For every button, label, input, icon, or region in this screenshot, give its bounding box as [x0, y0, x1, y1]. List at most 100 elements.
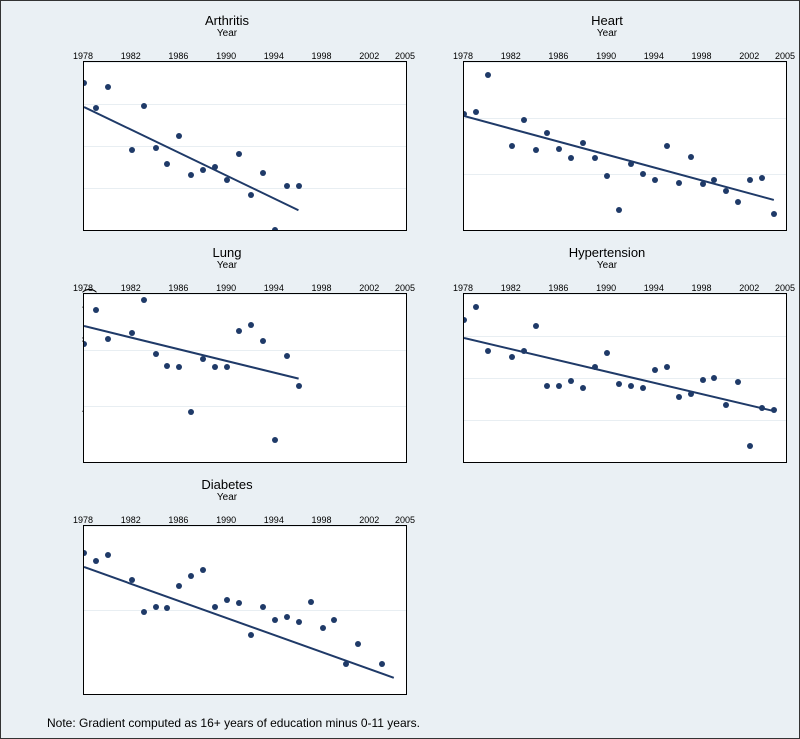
data-point	[248, 192, 254, 198]
panel-title: Diabetes	[43, 475, 411, 492]
x-tick-label: 1986	[168, 283, 188, 293]
data-point	[224, 364, 230, 370]
y-tick-label: -20	[83, 183, 84, 194]
data-point	[759, 405, 765, 411]
x-tick-label: 1990	[596, 51, 616, 61]
data-point	[771, 407, 777, 413]
data-point	[355, 641, 361, 647]
data-point	[485, 72, 491, 78]
data-point	[296, 619, 302, 625]
y-tick-label: -5	[83, 61, 84, 68]
data-point	[723, 188, 729, 194]
y-tick-label: -10	[83, 689, 84, 696]
x-tick-label: 1990	[216, 51, 236, 61]
data-point	[652, 367, 658, 373]
data-point	[83, 80, 87, 86]
data-point	[272, 617, 278, 623]
data-point	[533, 323, 539, 329]
data-point	[604, 173, 610, 179]
data-point	[176, 133, 182, 139]
x-tick-label: 1998	[312, 51, 332, 61]
data-point	[759, 175, 765, 181]
x-tick-label: 1994	[264, 283, 284, 293]
plot-area: -25-20-15-10-5	[83, 61, 407, 231]
data-point	[153, 604, 159, 610]
data-point	[556, 146, 562, 152]
y-tick-label: 0	[463, 61, 464, 68]
x-tick-label: 1978	[73, 283, 93, 293]
data-point	[188, 409, 194, 415]
data-point	[604, 350, 610, 356]
data-point	[509, 143, 515, 149]
x-tick-label: 1982	[501, 283, 521, 293]
x-axis-label: Year	[43, 492, 411, 503]
data-point	[212, 364, 218, 370]
x-tick-label: 2005	[775, 51, 795, 61]
data-point	[164, 363, 170, 369]
y-tick-label: 0	[83, 525, 84, 532]
panel-title: Lung	[43, 243, 411, 260]
data-point	[592, 155, 598, 161]
data-point	[200, 567, 206, 573]
x-tick-label: 1978	[453, 51, 473, 61]
y-tick-label: -5	[463, 293, 464, 300]
data-point	[260, 604, 266, 610]
data-point	[284, 183, 290, 189]
data-point	[700, 181, 706, 187]
x-tick-label: 1998	[692, 51, 712, 61]
trend-line	[84, 106, 300, 211]
data-point	[212, 604, 218, 610]
data-point	[153, 351, 159, 357]
data-point	[105, 336, 111, 342]
y-tick-label: -20	[463, 415, 464, 426]
x-tick-label: 1994	[644, 51, 664, 61]
data-point	[320, 625, 326, 631]
panel-title: Arthritis	[43, 11, 411, 28]
data-point	[83, 550, 87, 556]
figure: Prevalence Gradient (%) ArthritisYear197…	[0, 0, 800, 739]
data-point	[616, 381, 622, 387]
data-point	[556, 383, 562, 389]
data-point	[248, 632, 254, 638]
data-point	[176, 583, 182, 589]
data-point	[272, 227, 278, 231]
data-point	[521, 348, 527, 354]
data-point	[272, 437, 278, 443]
data-point	[533, 147, 539, 153]
data-point	[236, 600, 242, 606]
data-point	[248, 322, 254, 328]
x-axis-label: Year	[43, 28, 411, 39]
data-point	[343, 661, 349, 667]
panel-grid: ArthritisYear197819821986199019941998200…	[43, 11, 791, 701]
data-point	[260, 170, 266, 176]
x-tick-label: 1990	[216, 515, 236, 525]
data-point	[105, 552, 111, 558]
data-point	[141, 297, 147, 303]
x-tick-label: 1978	[453, 283, 473, 293]
x-tick-label: 1982	[121, 515, 141, 525]
panel-arthritis: ArthritisYear197819821986199019941998200…	[43, 11, 411, 237]
data-point	[93, 558, 99, 564]
data-point	[188, 573, 194, 579]
data-point	[580, 140, 586, 146]
panel-hypertension: HypertensionYear197819821986199019941998…	[423, 243, 791, 469]
x-tick-label: 1998	[692, 283, 712, 293]
data-point	[700, 377, 706, 383]
data-point	[735, 199, 741, 205]
data-point	[83, 341, 87, 347]
data-point	[711, 177, 717, 183]
data-point	[105, 84, 111, 90]
data-point	[284, 353, 290, 359]
panel-heart: HeartYear1978198219861990199419982002200…	[423, 11, 791, 237]
data-point	[747, 177, 753, 183]
data-point	[771, 211, 777, 217]
plot-area: -10-50	[83, 525, 407, 695]
data-point	[129, 330, 135, 336]
data-point	[296, 183, 302, 189]
data-point	[93, 105, 99, 111]
data-point	[153, 145, 159, 151]
data-point	[236, 151, 242, 157]
data-point	[224, 177, 230, 183]
x-tick-label: 1982	[501, 51, 521, 61]
y-tick-label: -15	[463, 373, 464, 384]
